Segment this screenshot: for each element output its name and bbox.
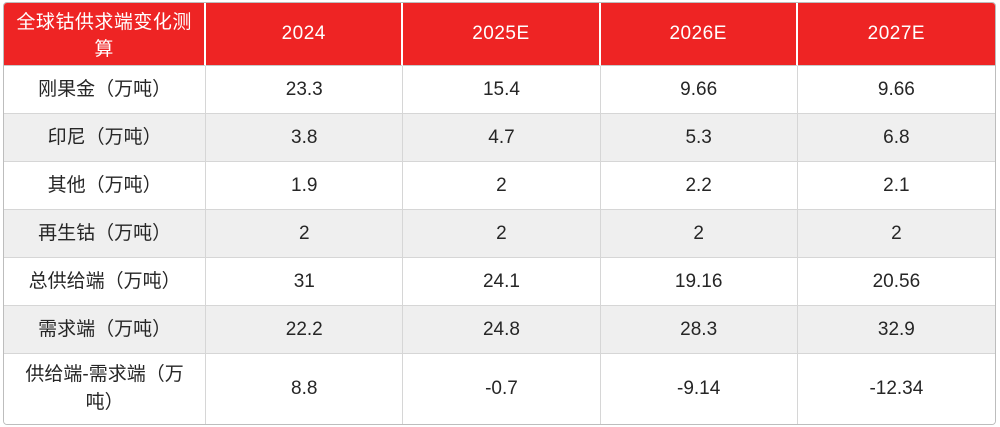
column-header-2025e: 2025E — [403, 3, 601, 66]
row-label: 需求端（万吨） — [4, 306, 207, 354]
value-cell: 2 — [206, 210, 404, 258]
row-label: 其他（万吨） — [4, 162, 207, 210]
value-cell: 24.8 — [403, 306, 601, 354]
value-cell: 19.16 — [600, 258, 798, 306]
value-cell: 2 — [403, 210, 601, 258]
value-cell: 23.3 — [206, 66, 404, 114]
value-cell: 5.3 — [600, 114, 798, 162]
row-label: 再生钴（万吨） — [4, 210, 207, 258]
table-row-indonesia: 印尼（万吨） 3.8 4.7 5.3 6.8 — [4, 114, 995, 162]
value-cell: 15.4 — [403, 66, 601, 114]
row-label: 刚果金（万吨） — [4, 66, 207, 114]
row-label: 印尼（万吨） — [4, 114, 207, 162]
value-cell: 8.8 — [206, 354, 404, 424]
column-header-2024: 2024 — [206, 3, 404, 66]
row-label: 总供给端（万吨） — [4, 258, 207, 306]
table-title: 全球钴供求端变化测算 — [4, 3, 207, 66]
header-row: 全球钴供求端变化测算 2024 2025E 2026E 2027E — [4, 3, 995, 66]
value-cell: 2 — [797, 210, 995, 258]
value-cell: 9.66 — [797, 66, 995, 114]
table-row-demand: 需求端（万吨） 22.2 24.8 28.3 32.9 — [4, 306, 995, 354]
table-row-recycled-cobalt: 再生钴（万吨） 2 2 2 2 — [4, 210, 995, 258]
value-cell: 20.56 — [797, 258, 995, 306]
value-cell: 2.1 — [797, 162, 995, 210]
value-cell: 1.9 — [206, 162, 404, 210]
value-cell: 9.66 — [600, 66, 798, 114]
value-cell: 31 — [206, 258, 404, 306]
value-cell: 4.7 — [403, 114, 601, 162]
value-cell: 24.1 — [403, 258, 601, 306]
value-cell: 22.2 — [206, 306, 404, 354]
row-label: 供给端-需求端（万吨） — [4, 354, 207, 424]
value-cell: -0.7 — [403, 354, 601, 424]
column-header-2026e: 2026E — [600, 3, 798, 66]
column-header-2027e: 2027E — [797, 3, 995, 66]
value-cell: 6.8 — [797, 114, 995, 162]
table-row-other: 其他（万吨） 1.9 2 2.2 2.1 — [4, 162, 995, 210]
value-cell: 2 — [403, 162, 601, 210]
value-cell: 3.8 — [206, 114, 404, 162]
value-cell: 32.9 — [797, 306, 995, 354]
value-cell: -9.14 — [600, 354, 798, 424]
table-row-congo: 刚果金（万吨） 23.3 15.4 9.66 9.66 — [4, 66, 995, 114]
value-cell: 28.3 — [600, 306, 798, 354]
table-row-total-supply: 总供给端（万吨） 31 24.1 19.16 20.56 — [4, 258, 995, 306]
data-table: 全球钴供求端变化测算 2024 2025E 2026E 2027E 刚果金（万吨… — [4, 3, 995, 424]
cobalt-supply-demand-table: 全球钴供求端变化测算 2024 2025E 2026E 2027E 刚果金（万吨… — [3, 2, 996, 425]
value-cell: -12.34 — [797, 354, 995, 424]
value-cell: 2 — [600, 210, 798, 258]
value-cell: 2.2 — [600, 162, 798, 210]
table-row-supply-minus-demand: 供给端-需求端（万吨） 8.8 -0.7 -9.14 -12.34 — [4, 354, 995, 424]
